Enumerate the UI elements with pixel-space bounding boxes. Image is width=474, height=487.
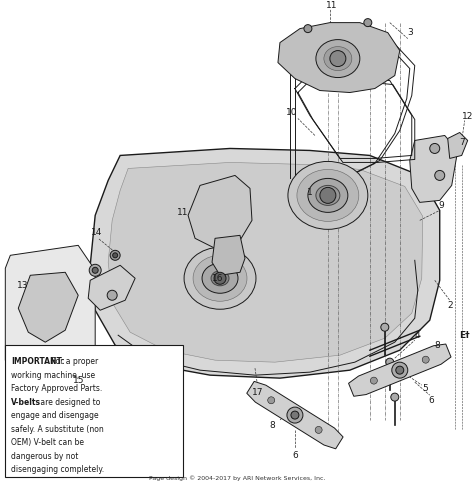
Circle shape bbox=[304, 25, 312, 33]
Text: 9: 9 bbox=[439, 201, 445, 210]
Polygon shape bbox=[5, 245, 95, 378]
Text: IMPORTANT:: IMPORTANT: bbox=[11, 357, 65, 366]
Polygon shape bbox=[278, 22, 400, 93]
Text: dangerous by not: dangerous by not bbox=[11, 451, 79, 461]
Ellipse shape bbox=[202, 263, 238, 293]
Text: 11: 11 bbox=[326, 1, 337, 10]
Circle shape bbox=[268, 397, 275, 404]
Circle shape bbox=[435, 170, 445, 180]
Circle shape bbox=[422, 356, 429, 363]
Text: 13: 13 bbox=[17, 281, 28, 290]
Text: 6: 6 bbox=[429, 395, 435, 405]
Circle shape bbox=[110, 250, 120, 261]
Text: 3: 3 bbox=[407, 28, 413, 37]
Polygon shape bbox=[410, 135, 458, 203]
Text: safely. A substitute (non: safely. A substitute (non bbox=[11, 425, 104, 433]
Polygon shape bbox=[247, 381, 343, 449]
Text: 7: 7 bbox=[459, 138, 465, 147]
Text: 14: 14 bbox=[91, 228, 102, 237]
Circle shape bbox=[370, 377, 377, 384]
Polygon shape bbox=[448, 132, 468, 158]
Ellipse shape bbox=[316, 186, 340, 206]
Text: 5: 5 bbox=[422, 384, 428, 393]
Ellipse shape bbox=[184, 247, 256, 309]
Polygon shape bbox=[212, 235, 245, 275]
Polygon shape bbox=[90, 149, 440, 378]
Text: are designed to: are designed to bbox=[38, 397, 100, 407]
Text: 10: 10 bbox=[286, 108, 298, 117]
Circle shape bbox=[330, 51, 346, 67]
Text: 16: 16 bbox=[212, 274, 224, 283]
Text: E†: E† bbox=[459, 331, 470, 340]
Text: 15: 15 bbox=[73, 375, 84, 385]
Circle shape bbox=[364, 19, 372, 27]
FancyBboxPatch shape bbox=[5, 345, 183, 477]
Ellipse shape bbox=[316, 39, 360, 77]
Text: 17: 17 bbox=[252, 388, 264, 396]
Circle shape bbox=[430, 144, 440, 153]
Text: 1: 1 bbox=[307, 188, 313, 197]
Ellipse shape bbox=[193, 255, 247, 301]
Polygon shape bbox=[188, 175, 252, 248]
Text: working machine, use: working machine, use bbox=[11, 371, 95, 380]
Circle shape bbox=[391, 393, 399, 401]
Ellipse shape bbox=[324, 47, 352, 71]
Text: 4: 4 bbox=[415, 331, 420, 340]
Text: engage and disengage: engage and disengage bbox=[11, 411, 99, 420]
Text: V-belts: V-belts bbox=[11, 397, 41, 407]
Circle shape bbox=[381, 323, 389, 331]
Text: Page design © 2004-2017 by ARI Network Services, Inc.: Page design © 2004-2017 by ARI Network S… bbox=[149, 475, 325, 481]
Text: For a proper: For a proper bbox=[49, 357, 99, 366]
Text: 2: 2 bbox=[447, 301, 453, 310]
Polygon shape bbox=[18, 272, 78, 342]
Polygon shape bbox=[348, 344, 451, 396]
Circle shape bbox=[107, 290, 117, 300]
Circle shape bbox=[92, 267, 98, 273]
Polygon shape bbox=[108, 163, 423, 362]
Circle shape bbox=[214, 272, 226, 284]
Circle shape bbox=[287, 407, 303, 423]
Text: disengaging completely.: disengaging completely. bbox=[11, 465, 104, 474]
Circle shape bbox=[386, 358, 394, 366]
Text: 8: 8 bbox=[269, 421, 275, 430]
Circle shape bbox=[396, 367, 403, 374]
Text: 12: 12 bbox=[462, 112, 474, 121]
Circle shape bbox=[392, 362, 408, 378]
Ellipse shape bbox=[297, 169, 359, 222]
Ellipse shape bbox=[211, 271, 229, 286]
Circle shape bbox=[113, 253, 118, 258]
Text: 11: 11 bbox=[177, 208, 189, 217]
Text: ARI: ARI bbox=[182, 172, 310, 238]
Text: OEM) V-belt can be: OEM) V-belt can be bbox=[11, 438, 84, 447]
Circle shape bbox=[89, 264, 101, 276]
Polygon shape bbox=[88, 265, 135, 310]
Text: 8: 8 bbox=[435, 341, 441, 350]
Text: Factory Approved Parts.: Factory Approved Parts. bbox=[11, 384, 102, 393]
Text: 6: 6 bbox=[292, 450, 298, 460]
Circle shape bbox=[396, 366, 404, 374]
Ellipse shape bbox=[288, 161, 368, 229]
Ellipse shape bbox=[308, 178, 348, 212]
Circle shape bbox=[292, 412, 299, 419]
Circle shape bbox=[315, 427, 322, 433]
Circle shape bbox=[320, 187, 336, 204]
Circle shape bbox=[291, 411, 299, 419]
